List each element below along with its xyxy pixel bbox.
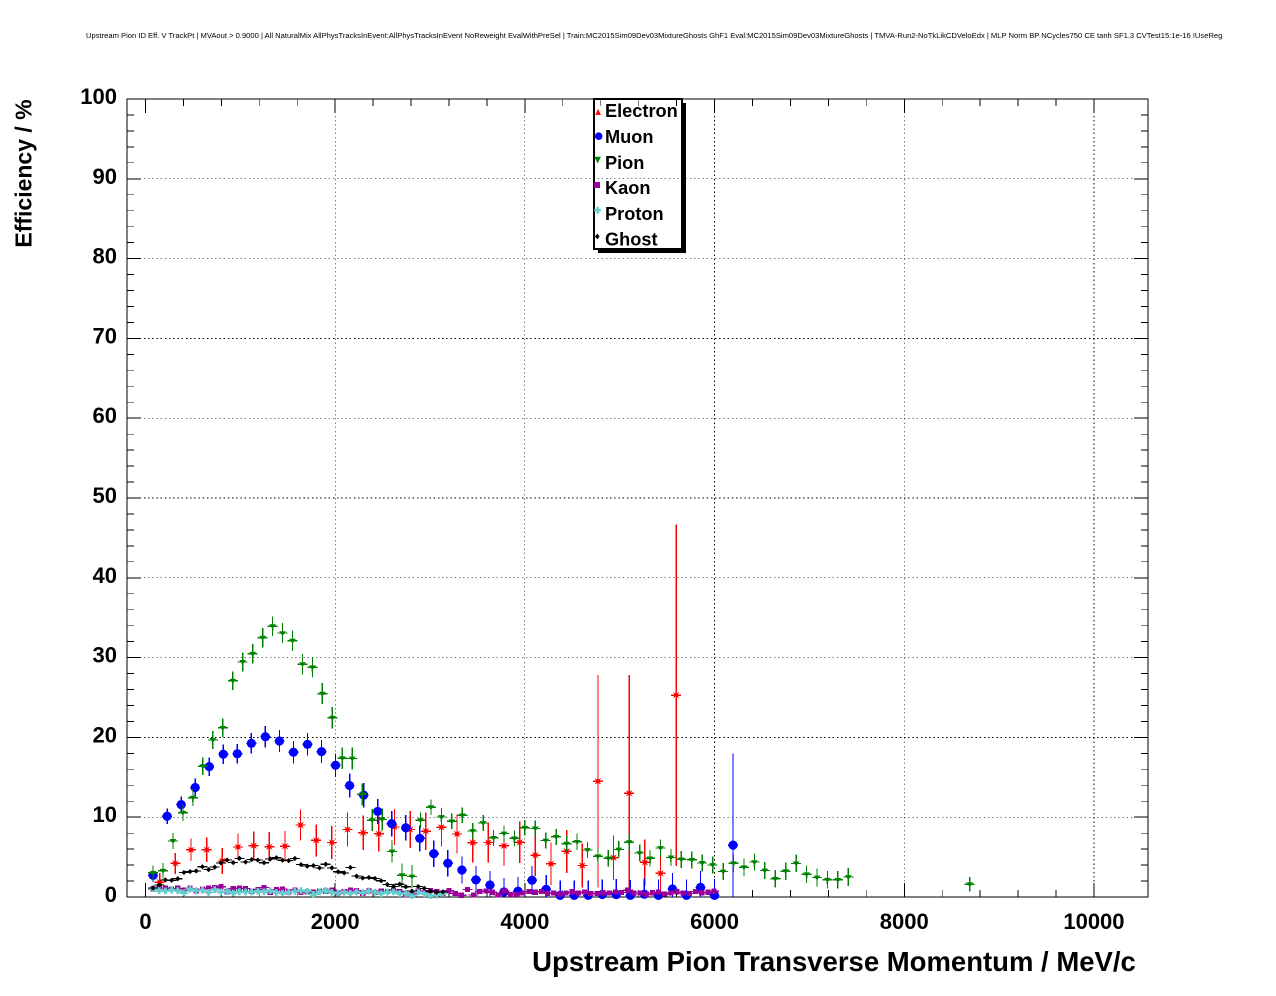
svg-text:30: 30 bbox=[93, 643, 117, 668]
svg-text:20: 20 bbox=[93, 722, 117, 747]
svg-text:60: 60 bbox=[93, 403, 117, 428]
svg-text:90: 90 bbox=[93, 164, 117, 189]
svg-text:Pion: Pion bbox=[605, 153, 644, 173]
svg-text:0: 0 bbox=[139, 909, 151, 934]
svg-text:Kaon: Kaon bbox=[605, 178, 650, 198]
svg-text:Electron: Electron bbox=[605, 101, 678, 121]
svg-text:40: 40 bbox=[93, 563, 117, 588]
svg-text:80: 80 bbox=[93, 244, 117, 269]
svg-text:4000: 4000 bbox=[500, 909, 549, 934]
svg-text:50: 50 bbox=[93, 483, 117, 508]
svg-text:10000: 10000 bbox=[1063, 909, 1124, 934]
svg-text:2000: 2000 bbox=[311, 909, 360, 934]
svg-text:10: 10 bbox=[93, 802, 117, 827]
svg-text:70: 70 bbox=[93, 323, 117, 348]
svg-text:8000: 8000 bbox=[880, 909, 929, 934]
svg-text:100: 100 bbox=[80, 84, 117, 109]
svg-text:6000: 6000 bbox=[690, 909, 739, 934]
svg-text:Proton: Proton bbox=[605, 204, 664, 224]
svg-text:Ghost: Ghost bbox=[605, 230, 658, 250]
svg-text:Muon: Muon bbox=[605, 127, 653, 147]
svg-text:0: 0 bbox=[105, 882, 117, 907]
